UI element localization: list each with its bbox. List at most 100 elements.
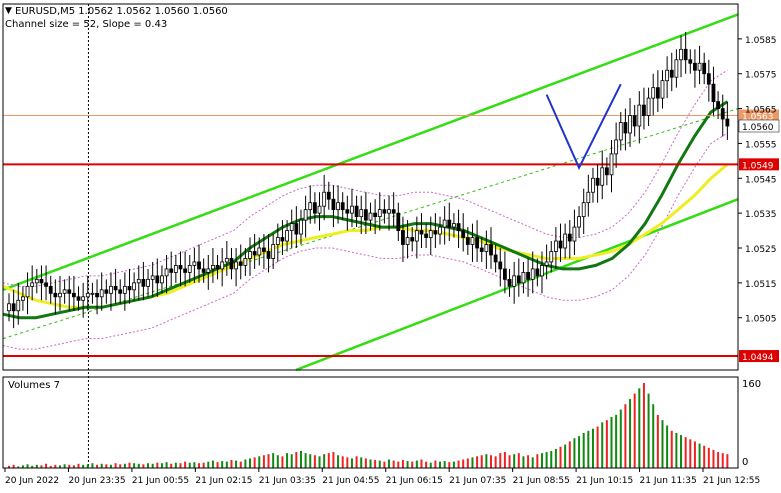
candle-body xyxy=(387,209,391,214)
candle-body xyxy=(535,268,540,277)
candle-body xyxy=(489,244,493,256)
blue-v-marker xyxy=(545,83,622,171)
candle-body xyxy=(58,292,62,298)
volume-bar xyxy=(397,461,400,468)
level-label-box xyxy=(739,158,779,171)
volume-bar xyxy=(388,459,391,468)
volume-bar xyxy=(211,460,214,468)
candle-body xyxy=(419,230,424,235)
volume-bar xyxy=(536,454,539,468)
candle-body xyxy=(229,258,234,270)
volume-bar xyxy=(318,456,321,468)
candle-body xyxy=(345,209,350,214)
x-tick-label: 21 Jun 03:35 xyxy=(259,476,316,486)
volume-bar xyxy=(8,465,10,468)
volume-bar xyxy=(193,462,196,468)
candle-body xyxy=(275,237,280,245)
candle-body xyxy=(711,83,716,102)
volume-bar xyxy=(179,463,182,468)
dropdown-arrow-icon[interactable]: ▼ xyxy=(5,6,12,16)
y-tick-label: 1.0555 xyxy=(745,140,777,150)
volume-bar xyxy=(119,464,122,468)
volume-bar xyxy=(647,393,650,468)
candle-body xyxy=(224,258,229,263)
volume-bar xyxy=(652,404,655,468)
candle-body xyxy=(192,261,197,266)
candle-body xyxy=(53,292,58,298)
candle-body xyxy=(614,139,619,155)
volume-axis-min: 0 xyxy=(742,457,748,468)
volume-bar xyxy=(582,432,585,468)
volume-bar xyxy=(68,464,71,468)
candle-body xyxy=(683,48,688,61)
candle-body xyxy=(591,177,595,193)
volume-bar xyxy=(615,414,618,468)
volume-bar xyxy=(45,463,48,468)
volume-bar xyxy=(452,461,455,468)
candles-layer xyxy=(7,31,730,329)
volume-bar xyxy=(258,456,261,468)
candle-body xyxy=(308,202,313,211)
volume-bar xyxy=(96,464,99,468)
x-tick-label: 20 Jun 2022 xyxy=(5,476,59,486)
volume-bar xyxy=(693,441,696,468)
volume-bar xyxy=(684,437,687,468)
volume-bar xyxy=(31,465,34,468)
candle-body xyxy=(632,115,637,127)
candle-body xyxy=(118,289,123,294)
volume-bar xyxy=(675,432,678,468)
volume-bar xyxy=(503,452,506,468)
candle-body xyxy=(660,80,665,99)
volume-bar xyxy=(142,464,145,468)
volume-bar xyxy=(230,460,233,468)
candle-body xyxy=(104,289,109,294)
volume-bar xyxy=(619,409,622,468)
volume-bar xyxy=(309,454,312,468)
candle-body xyxy=(25,285,30,298)
volume-bar xyxy=(337,455,340,468)
candle-body xyxy=(447,219,452,228)
volume-bar xyxy=(415,460,418,468)
candle-body xyxy=(521,271,526,284)
candle-body xyxy=(16,299,21,312)
volume-bar xyxy=(17,466,20,468)
candle-body xyxy=(11,303,16,312)
volume-bar xyxy=(448,462,451,468)
x-tick-label: 21 Jun 04:55 xyxy=(322,476,379,486)
candle-body xyxy=(470,237,475,245)
volume-bar xyxy=(522,456,525,468)
channel-lower-line xyxy=(295,198,739,372)
volume-bar xyxy=(624,404,627,468)
ma-fast-line xyxy=(2,100,729,320)
volume-bar xyxy=(364,458,367,468)
candle-body xyxy=(173,265,178,273)
candle-body xyxy=(382,209,387,214)
candle-body xyxy=(465,237,470,245)
candle-body xyxy=(558,240,563,249)
candle-body xyxy=(262,247,266,252)
x-tick-label: 21 Jun 10:15 xyxy=(576,476,633,486)
candle-body xyxy=(461,230,466,238)
candle-body xyxy=(438,226,442,235)
candle-body xyxy=(211,265,215,270)
volume-bar xyxy=(77,463,80,468)
volume-bar xyxy=(712,449,715,468)
x-tick-label: 21 Jun 12:55 xyxy=(703,476,760,486)
volume-bar xyxy=(633,393,636,468)
candle-body xyxy=(99,289,104,298)
volume-bar xyxy=(54,464,57,468)
candle-body xyxy=(693,62,697,71)
volume-bar xyxy=(703,445,706,468)
candle-body xyxy=(396,212,401,231)
y-tick-label: 1.0575 xyxy=(745,71,777,81)
candle-body xyxy=(160,275,164,284)
volume-bar xyxy=(86,464,89,468)
channel-info-line: Channel size = 52, Slope = 0.43 xyxy=(5,19,167,30)
candle-body xyxy=(646,97,651,116)
volume-bar xyxy=(540,453,543,468)
candle-body xyxy=(401,230,405,245)
volume-bar xyxy=(221,461,224,468)
volume-bar xyxy=(471,457,474,468)
volume-bar xyxy=(638,388,641,468)
